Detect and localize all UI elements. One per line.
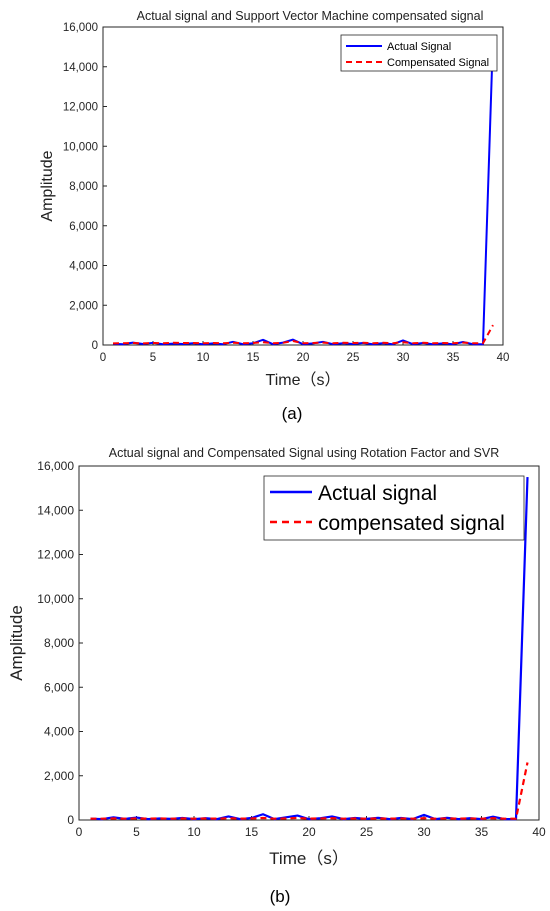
chart-b-xtick-label: 30 [417,825,431,839]
chart-b-ytick-label: 6,000 [44,680,74,694]
chart-b-legend-box [263,475,525,541]
panel-b: Actual signal and Compensated Signal usi… [7,446,546,906]
chart-a-legend-box [340,34,498,72]
chart-a-ytick-label: 2,000 [69,300,98,312]
chart-b-ytick-label: 0 [67,813,74,827]
chart-a-ytick-label: 0 [92,340,98,352]
chart-a-xtick-label: 30 [397,352,410,364]
chart-b-ylabel: Amplitude [7,605,26,681]
chart-a-xlabel: Time（s） [266,371,341,389]
chart-b-xtick-label: 10 [187,825,201,839]
chart-b-series-compensated-line [90,762,529,820]
chart-b-xtick-label: 35 [475,825,489,839]
chart-b-ytick-label: 8,000 [44,636,74,650]
chart-a-ytick-label: 10,000 [63,141,98,153]
chart-a-ylabel: Amplitude [39,150,56,221]
chart-a-plot-area [102,26,504,346]
chart-a-xtick-label: 20 [297,352,310,364]
chart-a-xtick-label: 5 [150,352,156,364]
chart-b-xtick-label: 5 [133,825,140,839]
chart-a-ytick-label: 14,000 [63,62,98,74]
chart-b-xtick-label: 0 [76,825,83,839]
chart-a-xtick-label: 0 [100,352,106,364]
chart-b-ytick-label: 2,000 [44,769,74,783]
chart-b-xtick-label: 20 [302,825,316,839]
chart-b-xtick-label: 25 [360,825,374,839]
chart-b-ytick-label: 4,000 [44,725,74,739]
chart-a-title: Actual signal and Support Vector Machine… [137,9,484,23]
chart-a-axes: 0 5 10 15 20 25 30 35 40 0 2,000 4,000 6,000 8,000 10,… [63,22,510,364]
chart-a-ytick-label: 16,000 [63,22,98,34]
chart-a-xtick-label: 35 [447,352,460,364]
chart-b-ytick-label: 16,000 [37,459,74,473]
chart-a-xtick-label: 10 [197,352,210,364]
chart-a-series-group [112,36,494,346]
chart-a-legend-label-compensated: Compensated Signal [387,57,489,69]
chart-b-ytick-label: 12,000 [37,548,74,562]
chart-a-legend: Actual Signal Compensated Signal [340,34,498,72]
chart-b-ytick-label: 14,000 [37,503,74,517]
chart-a-xtick-label: 25 [347,352,360,364]
chart-a-ytick-label: 6,000 [69,221,98,233]
chart-b-legend: Actual signal compensated signal [263,475,525,541]
panel-a: Actual signal and Support Vector Machine… [39,9,509,423]
panel-b-label: (b) [270,887,291,906]
chart-a-series-compensated-line [112,324,494,345]
chart-a-ytick-label: 4,000 [69,261,98,273]
chart-b-xtick-label: 40 [532,825,546,839]
chart-b-series-group [90,477,529,821]
chart-a-ytick-label: 8,000 [69,181,98,193]
chart-b-title: Actual signal and Compensated Signal usi… [109,446,500,460]
chart-b-axes: 0 5 10 15 20 25 30 35 40 0 2,000 4,000 6,000 8,000 10,… [37,459,546,839]
chart-a-xtick-label: 15 [247,352,260,364]
chart-b-ytick-label: 10,000 [37,592,74,606]
panel-a-label: (a) [282,404,303,423]
chart-b-legend-label-actual: Actual signal [318,482,437,505]
chart-b-xtick-label: 15 [245,825,259,839]
chart-b-legend-label-compensated: compensated signal [318,512,505,535]
chart-b-xlabel: Time（s） [269,849,349,868]
chart-a-ytick-label: 12,000 [63,102,98,114]
chart-a-xtick-label: 40 [497,352,510,364]
chart-a-legend-label-actual: Actual Signal [387,41,451,53]
